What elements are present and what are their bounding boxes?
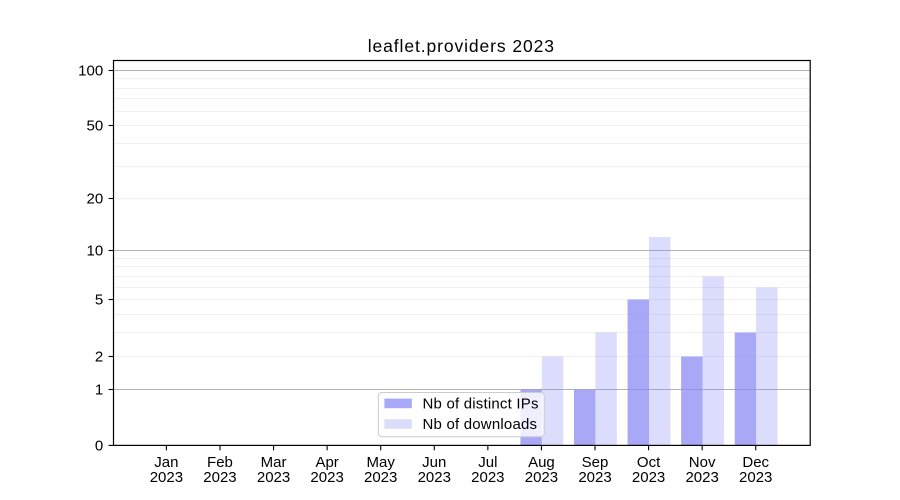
svg-text:20: 20 — [87, 190, 104, 207]
svg-text:2023: 2023 — [257, 469, 290, 486]
svg-text:2023: 2023 — [525, 469, 558, 486]
svg-text:Sep: Sep — [582, 454, 609, 471]
svg-text:2023: 2023 — [739, 469, 772, 486]
svg-text:2023: 2023 — [310, 469, 343, 486]
svg-text:50: 50 — [87, 117, 104, 134]
svg-text:Nov: Nov — [689, 454, 716, 471]
svg-text:leaflet.providers 2023: leaflet.providers 2023 — [368, 36, 555, 56]
svg-text:2023: 2023 — [685, 469, 718, 486]
svg-text:2023: 2023 — [203, 469, 236, 486]
svg-text:2023: 2023 — [150, 469, 183, 486]
svg-text:Jun: Jun — [422, 454, 446, 471]
svg-text:2023: 2023 — [364, 469, 397, 486]
svg-text:Nb of downloads: Nb of downloads — [423, 416, 538, 433]
svg-text:Nb of distinct IPs: Nb of distinct IPs — [423, 395, 539, 412]
svg-text:Feb: Feb — [207, 454, 233, 471]
svg-text:0: 0 — [95, 437, 103, 454]
svg-text:10: 10 — [87, 242, 104, 259]
svg-text:Apr: Apr — [315, 454, 338, 471]
svg-text:May: May — [367, 454, 396, 471]
svg-text:5: 5 — [95, 291, 103, 308]
svg-text:Jul: Jul — [478, 454, 497, 471]
svg-text:2023: 2023 — [578, 469, 611, 486]
svg-text:Mar: Mar — [261, 454, 287, 471]
svg-text:Oct: Oct — [637, 454, 661, 471]
svg-text:2023: 2023 — [418, 469, 451, 486]
svg-text:Dec: Dec — [742, 454, 769, 471]
svg-text:2023: 2023 — [471, 469, 504, 486]
svg-text:Jan: Jan — [154, 454, 178, 471]
svg-text:2: 2 — [95, 348, 103, 365]
svg-text:Aug: Aug — [528, 454, 555, 471]
svg-text:1: 1 — [95, 381, 103, 398]
svg-text:100: 100 — [78, 62, 103, 79]
svg-text:2023: 2023 — [632, 469, 665, 486]
